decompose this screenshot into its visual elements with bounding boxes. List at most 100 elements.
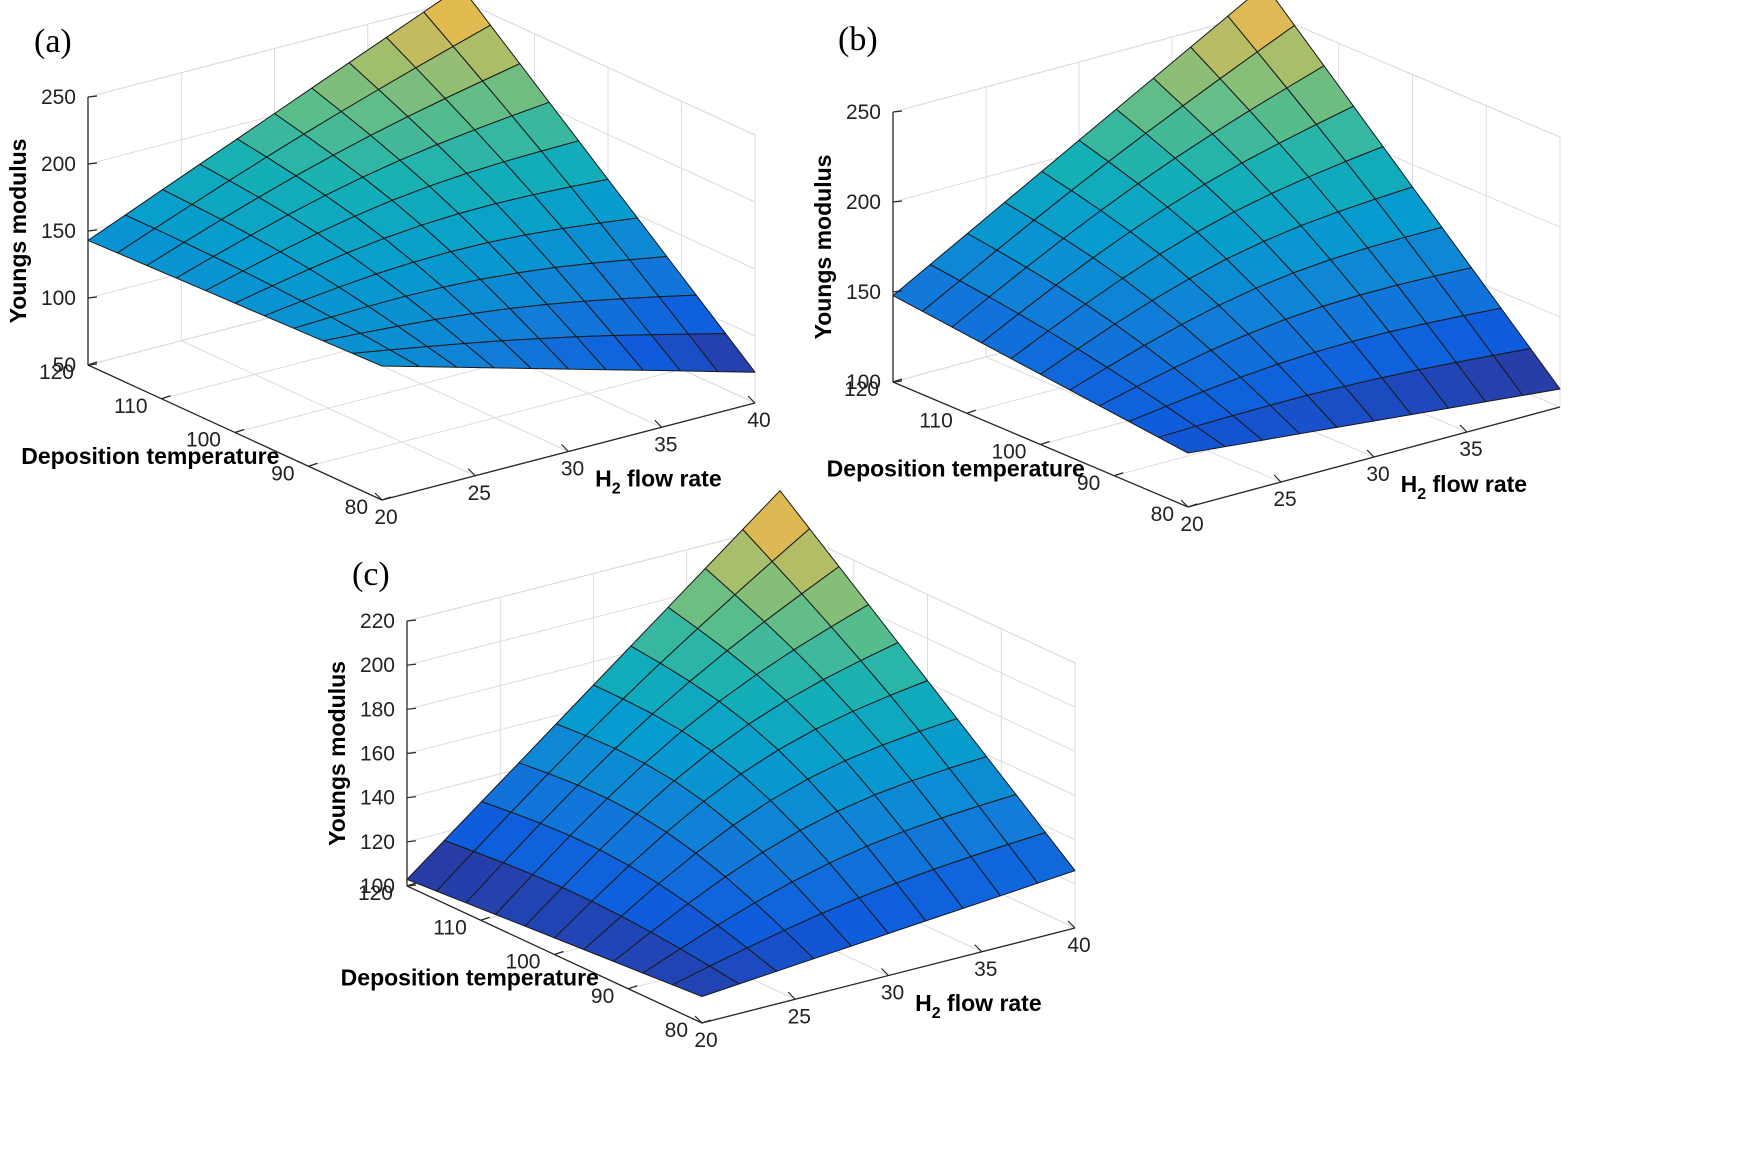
x-tick: [974, 944, 983, 953]
z-tick-label: 250: [846, 101, 881, 124]
x-axis-title-main: H: [595, 466, 612, 492]
x-tick-label: 25: [1273, 488, 1296, 511]
z-tick-label: 250: [41, 86, 76, 109]
y-tick: [308, 462, 318, 467]
y-tick: [1187, 503, 1198, 508]
surface-facet: [1158, 425, 1226, 454]
y-tick-label: 120: [844, 378, 879, 401]
x-tick: [694, 1015, 703, 1024]
y-tick: [1040, 440, 1050, 446]
z-tick-label: 100: [41, 287, 76, 310]
z-tick: [87, 296, 98, 299]
x-axis-title: H2 flow rate: [1401, 471, 1528, 503]
z-tick: [406, 663, 417, 666]
x-tick-label: 30: [881, 982, 904, 1005]
z-tick: [87, 95, 98, 98]
x-axis-title-subscript: 2: [932, 1005, 941, 1022]
y-tick-label: 120: [39, 361, 74, 384]
y-tick-label: 80: [345, 496, 368, 519]
x-tick-label: 40: [747, 409, 770, 432]
x-tick: [881, 968, 889, 976]
y-tick: [1114, 472, 1124, 477]
x-tick-label: 30: [561, 458, 584, 481]
surface-mesh: [87, 0, 756, 373]
panel-label: (c): [352, 556, 390, 593]
y-tick-label: 100: [991, 441, 1026, 464]
x-axis-title-subscript: 2: [1417, 486, 1426, 503]
y-axis-title: Deposition temperature: [827, 455, 1085, 481]
x-tick-label: 20: [374, 506, 397, 529]
x-tick-label: 40: [1067, 934, 1090, 957]
z-tick: [87, 162, 98, 165]
x-tick-label: 25: [788, 1005, 811, 1028]
x-axis-title-rest: flow rate: [1426, 471, 1527, 497]
x-tick: [374, 492, 383, 501]
y-tick-label: 80: [665, 1019, 688, 1042]
z-tick: [406, 796, 417, 799]
y-tick-label: 90: [591, 985, 614, 1008]
axes: 2025303540809010011012010012014016018020…: [358, 610, 1091, 1052]
surface-facet: [672, 965, 740, 997]
z-tick: [406, 619, 417, 622]
x-axis-title: H2 flow rate: [915, 990, 1042, 1022]
x-tick-label: 35: [654, 433, 677, 456]
x-tick-label: 20: [1180, 513, 1203, 536]
x-tick-label: 35: [1459, 438, 1482, 461]
y-tick-label: 90: [271, 462, 294, 485]
z-gridline: [87, 0, 756, 136]
surface-facet: [352, 349, 420, 368]
panel-label: (a): [34, 23, 72, 60]
y-tick-label: 120: [358, 882, 393, 905]
y-axis-title: Deposition temperature: [21, 443, 279, 469]
y-tick: [701, 1019, 712, 1024]
x-axis-title-subscript: 2: [612, 481, 621, 498]
x-axis-title-rest: flow rate: [621, 466, 722, 492]
y-tick: [161, 395, 171, 400]
z-tick-label: 140: [360, 787, 395, 810]
x-tick-label: 25: [468, 482, 491, 505]
x-tick: [654, 419, 663, 428]
x-tick: [1459, 424, 1468, 433]
z-tick-label: 120: [360, 831, 395, 854]
z-tick-label: 160: [360, 743, 395, 766]
x-tick-label: 20: [694, 1029, 717, 1052]
surface-plot-b: 202530358090100110120100150200250Youngs …: [810, 0, 1561, 536]
y-tick-label: 110: [919, 409, 952, 432]
panel-label: (b): [838, 21, 878, 58]
z-axis-title: Youngs modulus: [810, 155, 836, 340]
z-tick-label: 180: [360, 698, 395, 721]
z-tick: [406, 707, 417, 710]
x-tick: [1273, 474, 1282, 483]
z-tick: [892, 200, 903, 203]
x-axis-title-main: H: [1401, 471, 1418, 497]
z-axis-title: Youngs modulus: [324, 661, 350, 846]
z-tick: [406, 751, 417, 755]
x-tick-label: 35: [974, 958, 997, 981]
x-tick: [747, 395, 756, 404]
z-tick: [87, 229, 98, 232]
y-tick-label: 90: [1077, 472, 1100, 495]
x-tick: [561, 444, 569, 452]
z-tick: [87, 363, 98, 366]
x-tick: [1067, 920, 1076, 929]
y-tick: [480, 916, 490, 921]
y-tick-label: 110: [114, 395, 147, 418]
z-tick-label: 50: [53, 354, 76, 377]
y-tick-label: 110: [433, 916, 466, 939]
z-tick-label: 220: [360, 610, 395, 633]
z-tick-label: 100: [360, 875, 395, 898]
y-tick: [966, 409, 976, 414]
z-tick: [892, 110, 903, 113]
x-tick-label: 30: [1366, 463, 1389, 486]
z-tick-label: 200: [41, 153, 76, 176]
z-tick: [892, 290, 903, 293]
x-axis-title-main: H: [915, 990, 932, 1016]
y-tick: [554, 950, 564, 956]
y-tick-label: 80: [1151, 503, 1174, 526]
z-tick-label: 200: [846, 191, 881, 214]
z-tick-label: 200: [360, 654, 395, 677]
